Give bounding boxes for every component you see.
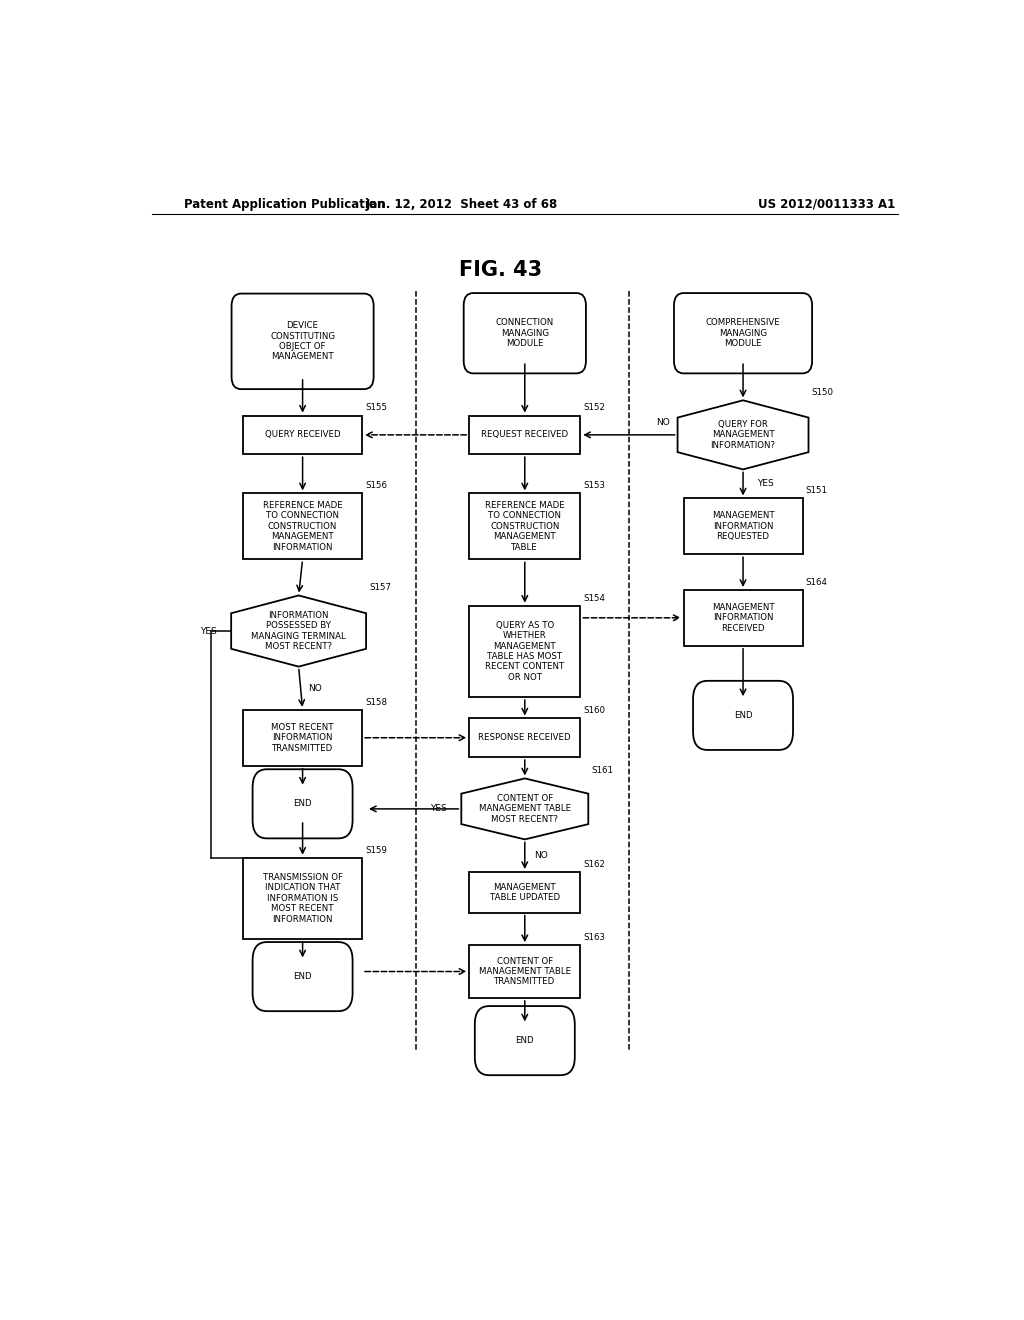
Bar [469,718,581,758]
Text: S157: S157 [370,583,391,593]
Bar [469,873,581,912]
Text: NO: NO [656,418,670,428]
Text: YES: YES [758,479,774,488]
Text: S156: S156 [366,482,387,490]
Text: S154: S154 [584,594,605,602]
Text: TRANSMISSION OF
INDICATION THAT
INFORMATION IS
MOST RECENT
INFORMATION: TRANSMISSION OF INDICATION THAT INFORMAT… [262,873,343,924]
Polygon shape [678,400,809,470]
Text: CONTENT OF
MANAGEMENT TABLE
TRANSMITTED: CONTENT OF MANAGEMENT TABLE TRANSMITTED [479,957,570,986]
Text: RESPONSE RECEIVED: RESPONSE RECEIVED [478,733,571,742]
FancyBboxPatch shape [253,942,352,1011]
Text: Patent Application Publication: Patent Application Publication [183,198,385,211]
Polygon shape [461,779,588,840]
Text: END: END [293,800,312,808]
Text: NO: NO [535,851,548,861]
Text: REFERENCE MADE
TO CONNECTION
CONSTRUCTION
MANAGEMENT
INFORMATION: REFERENCE MADE TO CONNECTION CONSTRUCTIO… [263,502,342,552]
Text: S151: S151 [806,486,827,495]
Polygon shape [231,595,367,667]
Text: DEVICE
CONSTITUTING
OBJECT OF
MANAGEMENT: DEVICE CONSTITUTING OBJECT OF MANAGEMENT [270,321,335,362]
FancyBboxPatch shape [475,1006,574,1076]
Text: INFORMATION
POSSESSED BY
MANAGING TERMINAL
MOST RECENT?: INFORMATION POSSESSED BY MANAGING TERMIN… [251,611,346,651]
Bar [469,606,581,697]
FancyBboxPatch shape [674,293,812,374]
Text: S152: S152 [584,404,605,412]
Text: MANAGEMENT
TABLE UPDATED: MANAGEMENT TABLE UPDATED [489,883,560,902]
Text: CONTENT OF
MANAGEMENT TABLE
MOST RECENT?: CONTENT OF MANAGEMENT TABLE MOST RECENT? [479,795,570,824]
FancyBboxPatch shape [253,770,352,838]
Text: FIG. 43: FIG. 43 [460,260,543,280]
Text: NO: NO [308,684,322,693]
Text: S158: S158 [366,698,387,706]
Text: S159: S159 [366,846,387,854]
Text: S153: S153 [584,482,605,490]
Bar [684,499,803,554]
Text: US 2012/0011333 A1: US 2012/0011333 A1 [758,198,895,211]
Text: END: END [293,972,312,981]
Text: Jan. 12, 2012  Sheet 43 of 68: Jan. 12, 2012 Sheet 43 of 68 [366,198,557,211]
Bar [469,494,581,560]
Text: END: END [515,1036,535,1045]
Bar [469,416,581,454]
Text: MANAGEMENT
INFORMATION
RECEIVED: MANAGEMENT INFORMATION RECEIVED [712,603,774,632]
Text: QUERY FOR
MANAGEMENT
INFORMATION?: QUERY FOR MANAGEMENT INFORMATION? [711,420,775,450]
Text: COMPREHENSIVE
MANAGING
MODULE: COMPREHENSIVE MANAGING MODULE [706,318,780,348]
Text: END: END [734,711,753,719]
Text: S163: S163 [584,933,605,942]
Bar [243,858,362,939]
Text: S150: S150 [812,388,834,397]
Bar [243,416,362,454]
Bar [684,590,803,645]
Text: S164: S164 [806,578,827,587]
Bar [469,945,581,998]
Text: S155: S155 [366,404,387,412]
FancyBboxPatch shape [464,293,586,374]
Text: QUERY RECEIVED: QUERY RECEIVED [265,430,340,440]
Bar [243,710,362,766]
Text: S161: S161 [592,767,613,775]
Text: MANAGEMENT
INFORMATION
REQUESTED: MANAGEMENT INFORMATION REQUESTED [712,511,774,541]
Text: REFERENCE MADE
TO CONNECTION
CONSTRUCTION
MANAGEMENT
TABLE: REFERENCE MADE TO CONNECTION CONSTRUCTIO… [485,502,564,552]
Text: YES: YES [430,804,447,813]
FancyBboxPatch shape [231,293,374,389]
FancyBboxPatch shape [693,681,793,750]
Text: CONNECTION
MANAGING
MODULE: CONNECTION MANAGING MODULE [496,318,554,348]
Text: MOST RECENT
INFORMATION
TRANSMITTED: MOST RECENT INFORMATION TRANSMITTED [271,723,334,752]
Text: YES: YES [200,627,217,635]
Text: QUERY AS TO
WHETHER
MANAGEMENT
TABLE HAS MOST
RECENT CONTENT
OR NOT: QUERY AS TO WHETHER MANAGEMENT TABLE HAS… [485,620,564,682]
Text: S160: S160 [584,706,605,715]
Bar [243,494,362,560]
Text: S162: S162 [584,859,605,869]
Text: REQUEST RECEIVED: REQUEST RECEIVED [481,430,568,440]
